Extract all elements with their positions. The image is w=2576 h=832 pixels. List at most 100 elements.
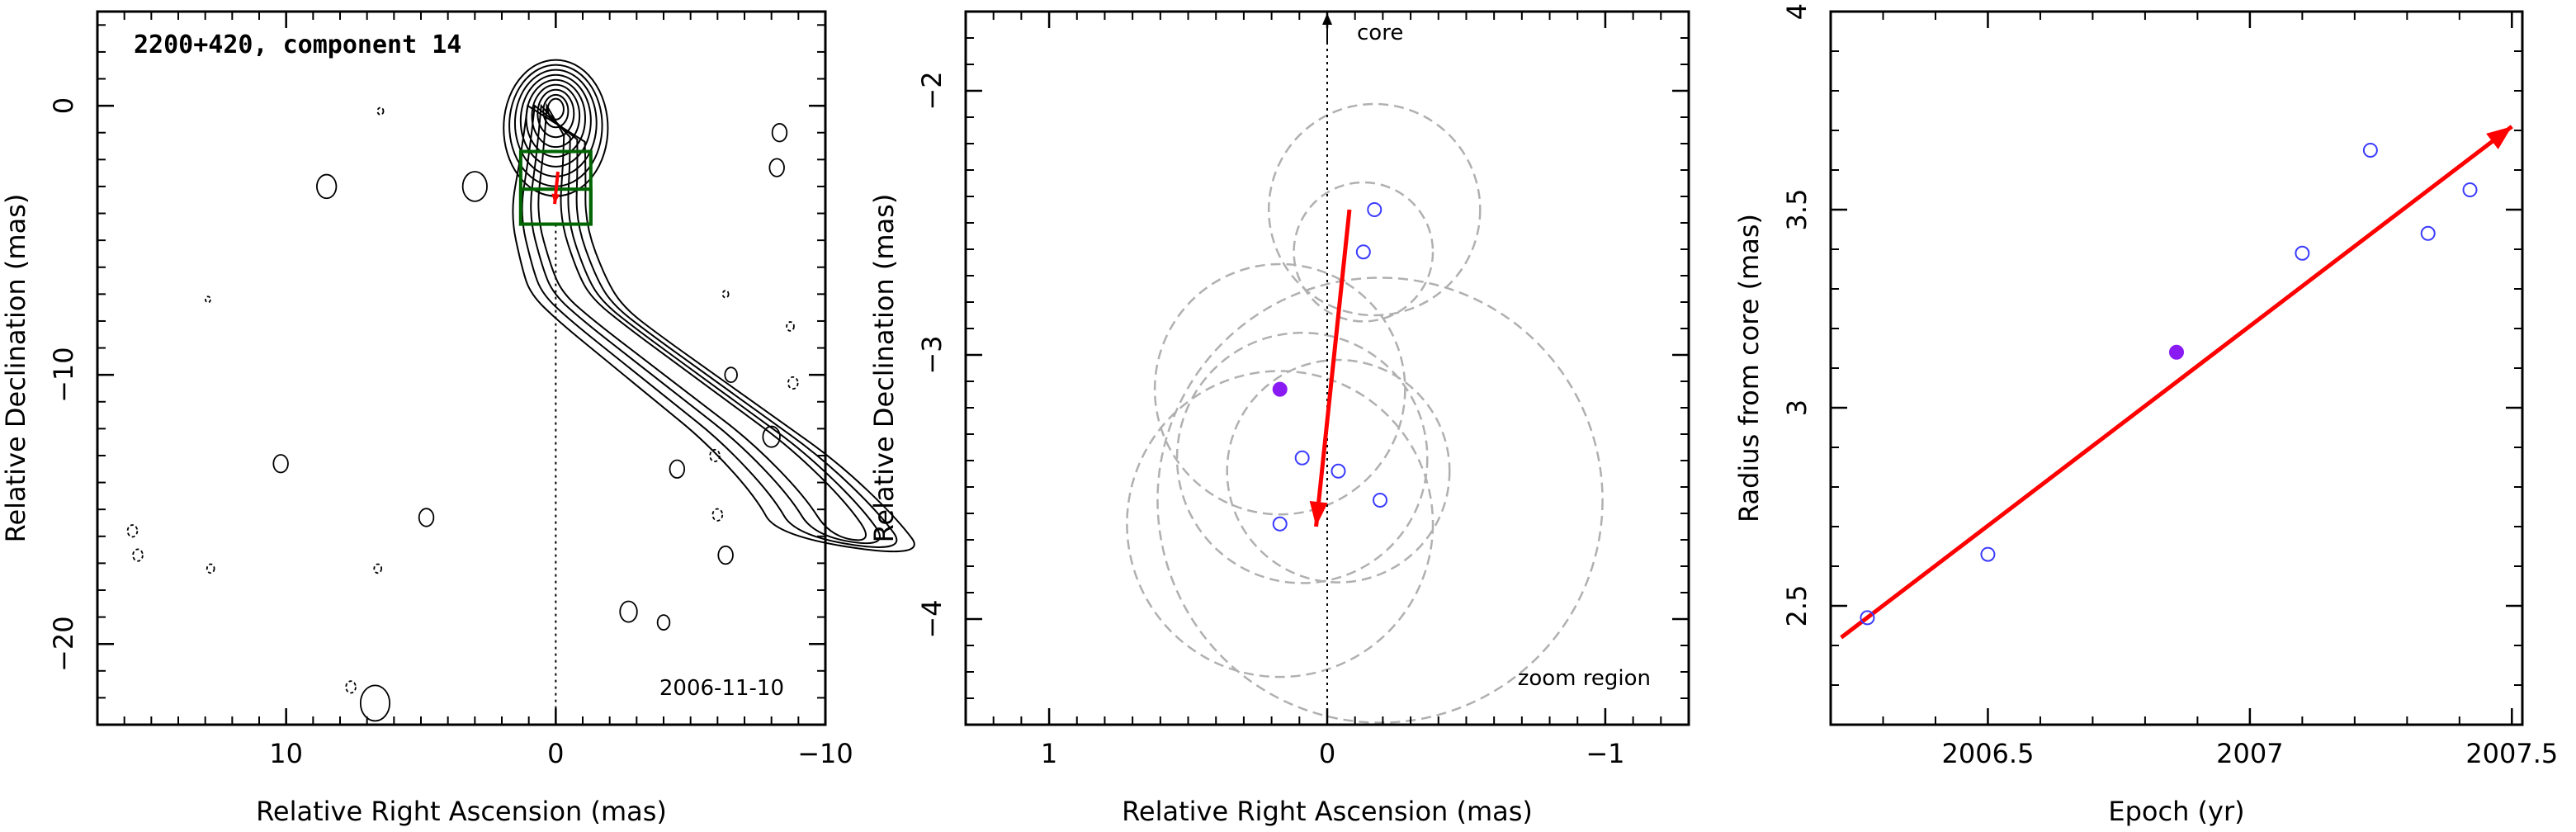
core-contour [519,73,592,168]
y-tick-label: −10 [48,347,79,403]
data-point [2420,225,2436,241]
jet-contour [521,104,898,548]
jet-contour [512,104,915,553]
panel2-motion-line [1314,209,1352,527]
panel1-frame [96,10,827,726]
noise-contour [724,366,738,384]
panel2-x-axis-label: Relative Right Ascension (mas) [1122,796,1533,827]
data-point-filled [2169,344,2184,360]
jet-contours [126,59,915,722]
noise-contour [461,171,488,202]
core-contour [542,93,570,129]
noise-contour [373,563,383,574]
noise-contour [206,563,215,574]
panel3-points [1860,143,2478,626]
x-tick-label: 2006.5 [1941,738,2034,769]
error-circle [1126,370,1435,678]
jet-contour [530,103,881,545]
noise-contour [619,600,638,623]
noise-contour [418,508,435,527]
noise-contour [711,508,724,522]
y-tick-label: 3 [1781,399,1813,416]
core-contour [525,78,587,158]
error-circle [1267,102,1482,317]
y-tick-label: −20 [48,616,79,672]
core-contour [513,69,598,177]
error-circle [1175,331,1429,584]
core-contour [531,83,581,149]
error-circle [1293,181,1435,323]
noise-contour [787,376,799,390]
panel2-points [1272,13,1388,532]
data-point [2462,182,2478,197]
noise-contour [669,459,686,479]
panel3-ticks: 2006.5 2007 2007.5 2.5 3 3.5 4 [1781,3,2558,769]
fit-line-head [2486,126,2512,149]
error-circle [1153,262,1406,516]
core-contour [508,64,603,187]
noise-contour [132,548,144,562]
noise-contour [786,321,795,332]
component-point [1272,516,1288,532]
data-point [1980,546,1996,562]
panel-contour-map: 10 0 −10 0 −10 −20 2200+420, component 14 200… [0,10,915,827]
core-annotation: core [1357,21,1403,45]
noise-contour [709,448,721,463]
x-tick-label: 2007 [2216,738,2283,769]
error-circle [1226,358,1451,584]
component-point [1294,450,1310,466]
panel1-x-axis-label: Relative Right Ascension (mas) [256,796,667,827]
noise-contour [768,158,785,177]
y-tick-label: 4 [1781,3,1813,20]
panel3-x-axis-label: Epoch (yr) [2108,796,2244,827]
error-circles [1126,102,1604,724]
panel1-motion-head [551,193,560,205]
panel3-y-axis-label: Radius from core (mas) [1733,214,1765,522]
error-circle [1156,277,1604,724]
noise-contour [717,545,734,565]
core-contour [536,88,575,139]
component-point [1367,202,1383,217]
x-tick-label: −10 [797,738,853,769]
panel1-title: 2200+420, component 14 [134,31,461,59]
panel2-motion-head [1309,501,1328,527]
noise-contour [762,425,781,448]
x-tick-label: 2007.5 [2465,738,2558,769]
component-point [1373,493,1388,508]
panel1-motion-arrow [551,171,560,205]
x-tick-label: 10 [269,738,303,769]
x-tick-label: −1 [1586,738,1624,769]
noise-contour [721,290,730,299]
data-point [2362,143,2378,158]
noise-contour [272,454,289,474]
x-tick-label: 0 [547,738,564,769]
y-tick-label: −2 [916,71,948,110]
fit-line-body [1840,125,2513,640]
panel3-frame [1829,10,2524,726]
component-point-filled [1272,381,1288,397]
component-point [1331,463,1346,479]
noise-contour [345,680,357,694]
noise-contour [205,295,211,304]
y-tick-label: 2.5 [1781,585,1813,627]
panel-radius-vs-epoch: 2006.5 2007 2007.5 2.5 3 3.5 4 Epoch (yr) Radi… [1733,3,2558,827]
y-tick-label: 0 [48,97,79,114]
x-tick-label: 1 [1041,738,1057,769]
y-tick-label: −3 [916,335,948,374]
jet-contour [537,102,867,541]
noise-contour [376,106,385,116]
core-contour [546,97,565,121]
data-point [1860,610,1875,626]
panel2-y-axis-label: Relative Declination (mas) [868,194,900,543]
y-tick-label: 3.5 [1781,189,1813,231]
noise-contour [771,123,788,143]
epoch-label: 2006-11-10 [659,676,784,701]
panel1-y-axis-label: Relative Declination (mas) [0,194,31,543]
panel2-motion-arrow [1309,209,1352,527]
zoom-region-annotation: zoom region [1518,666,1651,691]
noise-contour [126,524,139,538]
y-tick-label: −4 [916,599,948,638]
panel1-ticks: 10 0 −10 0 −10 −20 [48,12,853,769]
fit-line [1840,125,2513,640]
